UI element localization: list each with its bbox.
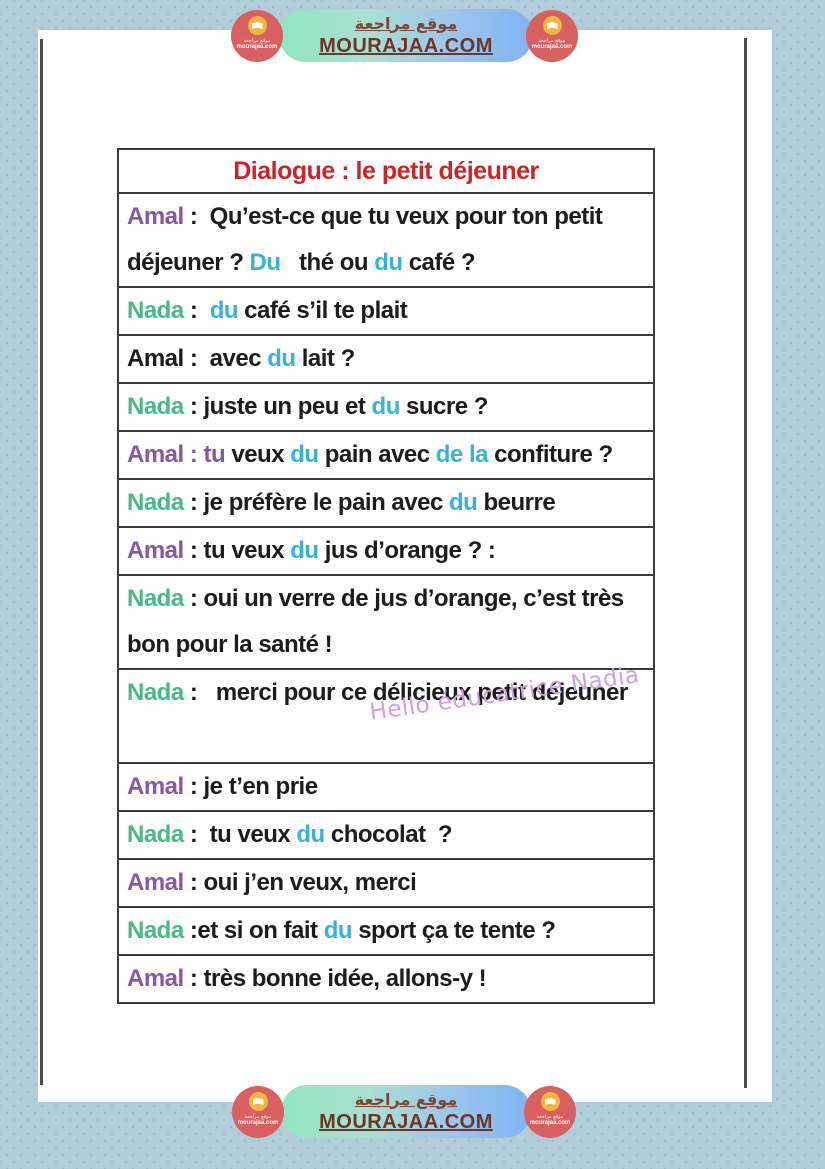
dialogue-row: Amal : Qu’est-ce que tu veux pour ton pe…	[119, 192, 653, 286]
dialogue-segment: pain avec	[318, 441, 436, 468]
dialogue-segment: du	[374, 249, 403, 276]
logo-arabic-label: موقع مراجعة	[244, 1114, 272, 1120]
dialogue-segment: : tu veux	[183, 821, 297, 848]
dialogue-segment: du	[290, 441, 319, 468]
dialogue-segment: café ?	[402, 249, 476, 276]
dialogue-segment: Amal	[127, 345, 184, 372]
dialogue-segment: Amal	[127, 203, 184, 230]
logo-domain-label: mourajaa.com	[236, 44, 278, 50]
banner-arabic-text: موقع مراجعة	[354, 1089, 458, 1109]
dialogue-segment: Amal	[127, 537, 184, 564]
dialogue-segment: :	[183, 297, 210, 324]
dialogue-segment: Amal	[127, 869, 184, 896]
dialogue-segment: Nada	[127, 393, 184, 420]
dialogue-segment: :et si on fait	[183, 917, 324, 944]
logo-domain-label: mourajaa.com	[531, 44, 573, 50]
dialogue-segment: sport ça te tente ?	[352, 917, 556, 944]
dialogue-segment: Nada	[127, 585, 184, 612]
dialogue-segment: du	[209, 297, 239, 324]
dialogue-segment: du	[449, 489, 478, 516]
dialogue-segment: : Qu’est-ce que tu veux pour ton petit d…	[127, 203, 609, 276]
dialogue-segment: : merci pour ce délicieux petit déjeuner	[183, 679, 628, 706]
dialogue-segment: du	[371, 393, 401, 420]
mourajaa-logo-badge: موقع مراجعة mourajaa.com	[232, 1086, 284, 1138]
dialogue-row: Amal : oui j’en veux, merci	[119, 858, 653, 906]
mourajaa-logo-badge: موقع مراجعة mourajaa.com	[524, 1086, 576, 1138]
dialogue-row: Nada : tu veux du chocolat ?	[119, 810, 653, 858]
page-right-rule	[744, 38, 747, 1088]
dialogue-segment: café s’il te plait	[238, 297, 408, 324]
logo-arabic-label: موقع مراجعة	[536, 1114, 564, 1120]
book-logo-icon	[248, 1092, 268, 1111]
dialogue-segment: Amal	[127, 965, 184, 992]
dialogue-title: Dialogue : le petit déjeuner	[233, 157, 539, 185]
dialogue-row: Nada : je préfère le pain avec du beurre	[119, 478, 653, 526]
dialogue-segment: jus d’orange ? :	[318, 537, 496, 564]
logo-arabic-label: موقع مراجعة	[538, 38, 566, 44]
book-logo-icon	[542, 16, 562, 35]
mourajaa-logo-badge: موقع مراجعة mourajaa.com	[526, 10, 578, 62]
dialogue-segment: : tu veux	[183, 537, 291, 564]
dialogue-table: Dialogue : le petit déjeuner Amal : Qu’e…	[117, 148, 655, 1004]
dialogue-row: Nada : juste un peu et du sucre ?	[119, 382, 653, 430]
page-left-rule	[40, 39, 43, 1085]
banner-domain-link[interactable]: MOURAJAA.COM	[319, 34, 493, 57]
dialogue-row: Nada : oui un verre de jus d’orange, c’e…	[119, 574, 653, 668]
dialogue-segment: : je t’en prie	[183, 773, 318, 800]
dialogue-row: Amal : tu veux du jus d’orange ? :	[119, 526, 653, 574]
dialogue-segment: : très bonne idée, allons-y !	[183, 965, 487, 992]
dialogue-row: Amal : tu veux du pain avec de la confit…	[119, 430, 653, 478]
book-logo-icon	[247, 16, 267, 35]
dialogue-segment: Nada	[127, 917, 184, 944]
dialogue-segment: du	[296, 821, 325, 848]
dialogue-segment: : juste un peu et	[183, 393, 372, 420]
dialogue-row: Amal : je t’en prie	[119, 762, 653, 810]
logo-arabic-label: موقع مراجعة	[243, 38, 271, 44]
dialogue-segment: Nada	[127, 489, 184, 516]
dialogue-segment: Amal : tu	[127, 441, 226, 468]
logo-domain-label: mourajaa.com	[237, 1120, 279, 1126]
mourajaa-logo-badge: موقع مراجعة mourajaa.com	[231, 10, 283, 62]
dialogue-segment: de la	[435, 441, 489, 468]
dialogue-segment: confiture ?	[487, 441, 613, 468]
dialogue-segment: du	[290, 537, 319, 564]
dialogue-segment: sucre ?	[399, 393, 488, 420]
dialogue-segment: lait ?	[295, 345, 356, 372]
dialogue-segment: du	[267, 345, 296, 372]
banner-arabic-text: موقع مراجعة	[354, 13, 458, 33]
dialogue-segment: : oui un verre de jus d’orange, c’est tr…	[127, 585, 630, 658]
dialogue-row: Amal : avec du lait ?	[119, 334, 653, 382]
dialogue-segment: Nada	[127, 821, 184, 848]
dialogue-segment: beurre	[477, 489, 556, 516]
dialogue-segment: : je préfère le pain avec	[183, 489, 449, 516]
dialogue-segment: : oui j’en veux, merci	[183, 869, 417, 896]
dialogue-segment: Du	[249, 249, 282, 276]
dialogue-segment: Nada	[127, 297, 184, 324]
dialogue-segment: chocolat ?	[324, 821, 453, 848]
header-banner: موقع مراجعة MOURAJAA.COM	[279, 9, 533, 62]
dialogue-segment: veux	[225, 441, 291, 468]
logo-domain-label: mourajaa.com	[529, 1120, 571, 1126]
book-logo-icon	[540, 1092, 560, 1111]
dialogue-segment: Amal	[127, 773, 184, 800]
dialogue-segment: thé ou	[280, 249, 375, 276]
dialogue-segment: du	[323, 917, 353, 944]
dialogue-row: Nada : du café s’il te plait	[119, 286, 653, 334]
banner-domain-link[interactable]: MOURAJAA.COM	[319, 1110, 493, 1133]
dialogue-row: Amal : très bonne idée, allons-y !	[119, 954, 653, 1002]
footer-banner: موقع مراجعة MOURAJAA.COM	[281, 1085, 531, 1138]
dialogue-row: Nada :et si on fait du sport ça te tente…	[119, 906, 653, 954]
dialogue-row: Nada : merci pour ce délicieux petit déj…	[119, 668, 653, 762]
dialogue-segment: Nada	[127, 679, 184, 706]
dialogue-segment: : avec	[183, 345, 268, 372]
